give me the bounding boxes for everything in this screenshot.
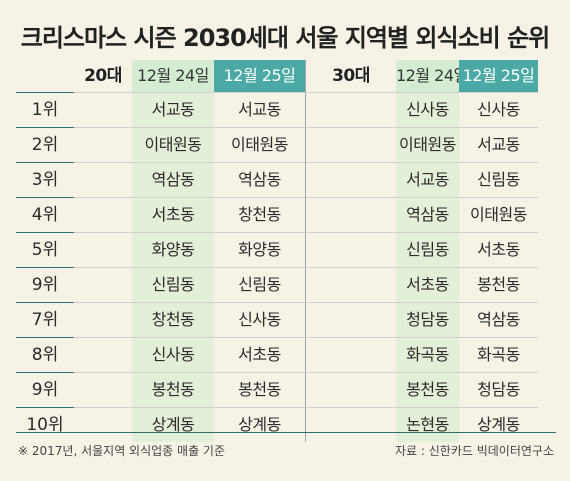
page-title: 크리스마스 시즌 2030세대 서울 지역별 외식소비 순위 xyxy=(20,24,551,52)
row-gap xyxy=(74,372,132,407)
cell-20s-dec25: 서교동 xyxy=(214,92,306,127)
row-gap xyxy=(306,197,396,232)
row-gap xyxy=(74,302,132,337)
cell-20s-dec25: 창천동 xyxy=(214,197,306,232)
cell-20s-dec24: 역삼동 xyxy=(132,162,214,197)
row-gap xyxy=(306,92,396,127)
cell-30s-dec24: 서초동 xyxy=(396,267,459,302)
cell-20s-dec24: 봉천동 xyxy=(132,372,214,407)
cell-20s-dec24: 화양동 xyxy=(132,232,214,267)
cell-20s-dec25: 신림동 xyxy=(214,267,306,302)
header-30-dec25: 12월 25일 xyxy=(459,60,538,92)
header-20-dec25: 12월 25일 xyxy=(214,60,306,92)
cell-20s-dec24: 창천동 xyxy=(132,302,214,337)
cell-30s-dec25: 신사동 xyxy=(459,92,538,127)
footnote: ※ 2017년, 서울지역 외식업종 매출 기준 xyxy=(18,444,226,458)
header-age-30: 30대 xyxy=(332,66,370,86)
cell-30s-dec25: 화곡동 xyxy=(459,337,538,372)
rank-label: 7위 xyxy=(16,302,74,337)
row-gap xyxy=(74,232,132,267)
cell-20s-dec25: 상계동 xyxy=(214,407,306,442)
rank-label: 10위 xyxy=(16,407,74,442)
header-20-dec24: 12월 24일 xyxy=(132,60,214,92)
cell-20s-dec25: 이태원동 xyxy=(214,127,306,162)
cell-20s-dec24: 신림동 xyxy=(132,267,214,302)
rank-label: 9위 xyxy=(16,267,74,302)
cell-30s-dec25: 봉천동 xyxy=(459,267,538,302)
cell-30s-dec25: 역삼동 xyxy=(459,302,538,337)
cell-20s-dec25: 봉천동 xyxy=(214,372,306,407)
row-gap xyxy=(306,302,396,337)
cell-20s-dec24: 서초동 xyxy=(132,197,214,232)
cell-30s-dec24: 청담동 xyxy=(396,302,459,337)
row-gap xyxy=(306,407,396,442)
ranking-table: 20대 12월 24일 12월 25일 30대 12월 24일 12월 25일 … xyxy=(16,60,556,442)
row-gap xyxy=(306,127,396,162)
cell-30s-dec24: 이태원동 xyxy=(396,127,459,162)
header-blank xyxy=(16,60,74,92)
cell-20s-dec24: 이태원동 xyxy=(132,127,214,162)
cell-30s-dec25: 이태원동 xyxy=(459,197,538,232)
row-gap xyxy=(74,197,132,232)
rank-label: 3위 xyxy=(16,162,74,197)
row-gap xyxy=(74,337,132,372)
cell-20s-dec24: 상계동 xyxy=(132,407,214,442)
cell-30s-dec24: 신림동 xyxy=(396,232,459,267)
row-gap xyxy=(306,372,396,407)
cell-20s-dec25: 서초동 xyxy=(214,337,306,372)
header-30-dec24: 12월 24일 xyxy=(396,60,468,92)
cell-20s-dec25: 화양동 xyxy=(214,232,306,267)
rank-label: 1위 xyxy=(16,92,74,127)
row-gap xyxy=(306,337,396,372)
cell-30s-dec24: 봉천동 xyxy=(396,372,459,407)
cell-30s-dec24: 서교동 xyxy=(396,162,459,197)
rank-label: 2위 xyxy=(16,127,74,162)
row-gap xyxy=(74,92,132,127)
header-age-20: 20대 xyxy=(84,66,122,86)
rank-label: 4위 xyxy=(16,197,74,232)
cell-30s-dec25: 상계동 xyxy=(459,407,538,442)
cell-30s-dec25: 서교동 xyxy=(459,127,538,162)
cell-30s-dec24: 역삼동 xyxy=(396,197,459,232)
cell-30s-dec24: 화곡동 xyxy=(396,337,459,372)
cell-20s-dec25: 신사동 xyxy=(214,302,306,337)
row-gap xyxy=(74,407,132,442)
rank-label: 5위 xyxy=(16,232,74,267)
rank-label: 8위 xyxy=(16,337,74,372)
cell-30s-dec25: 신림동 xyxy=(459,162,538,197)
cell-30s-dec24: 논현동 xyxy=(396,407,459,442)
cell-30s-dec24: 신사동 xyxy=(396,92,459,127)
row-gap xyxy=(74,162,132,197)
cell-30s-dec25: 서초동 xyxy=(459,232,538,267)
row-gap xyxy=(306,267,396,302)
row-gap xyxy=(306,232,396,267)
cell-20s-dec24: 신사동 xyxy=(132,337,214,372)
source-credit: 자료 : 신한카드 빅데이터연구소 xyxy=(394,444,554,458)
row-gap xyxy=(306,162,396,197)
cell-20s-dec24: 서교동 xyxy=(132,92,214,127)
rank-label: 9위 xyxy=(16,372,74,407)
table-bottom-rule xyxy=(16,432,556,433)
row-gap xyxy=(74,127,132,162)
row-gap xyxy=(74,267,132,302)
cell-30s-dec25: 청담동 xyxy=(459,372,538,407)
cell-20s-dec25: 역삼동 xyxy=(214,162,306,197)
